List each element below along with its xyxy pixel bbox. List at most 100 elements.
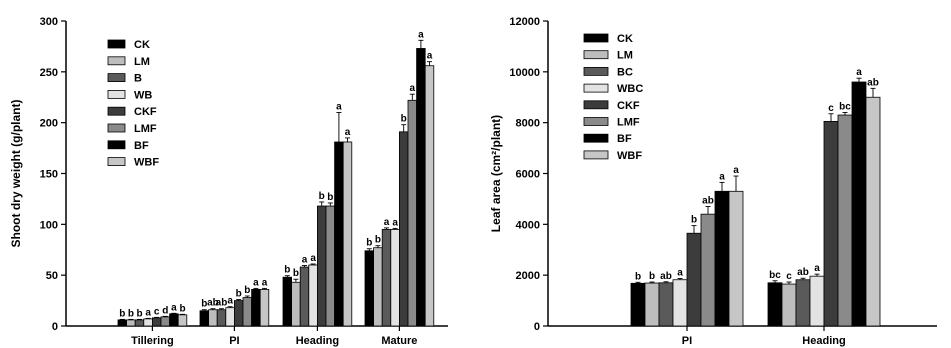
bar	[851, 81, 867, 327]
bar	[714, 190, 730, 327]
bar	[398, 131, 409, 327]
data-label: ab	[702, 196, 714, 207]
y-tick-label: 2000	[516, 270, 540, 282]
chart-left: 0 50 100 150 200 250 300 Shoot dry weight (g/pl…	[9, 16, 448, 347]
data-label: a	[310, 253, 316, 264]
data-label: a	[345, 127, 351, 138]
y-axis-label: Shoot dry weight (g/plant)	[9, 100, 23, 248]
data-label: a	[392, 217, 398, 228]
y-tick-label: 300	[40, 16, 58, 28]
bar	[781, 283, 797, 327]
data-label: b	[319, 191, 325, 202]
bar	[143, 318, 153, 327]
bar	[160, 316, 171, 327]
bar	[809, 275, 825, 327]
bar	[837, 114, 853, 327]
bar	[373, 247, 383, 327]
bar	[334, 141, 344, 327]
bar	[342, 141, 353, 327]
data-label: a	[427, 51, 433, 62]
bar	[233, 300, 244, 327]
bar	[299, 266, 310, 327]
x-tick-label: Heading	[296, 335, 339, 347]
chart-right: 0 2000 4000 6000 8000 10000 12000 Leaf area (cm…	[489, 16, 937, 347]
bar	[767, 282, 783, 327]
legend-label: BC	[617, 66, 633, 78]
legend-label: WB	[134, 89, 152, 101]
bar	[390, 229, 400, 327]
data-label: c	[786, 271, 792, 282]
y-tick-label: 0	[52, 321, 58, 333]
legend-swatch	[107, 39, 126, 49]
legend-label: CK	[617, 33, 633, 45]
bar	[242, 297, 253, 327]
legend-swatch	[583, 50, 609, 60]
x-tick-label: PI	[229, 335, 239, 347]
bar	[823, 120, 839, 327]
legend-swatch	[583, 100, 609, 110]
bar	[308, 264, 318, 327]
legend-swatch	[107, 56, 126, 66]
y-tick-label: 50	[46, 270, 58, 282]
y-tick-label: 10000	[509, 67, 540, 79]
legend-swatch	[583, 150, 609, 160]
y-tick-label: 8000	[516, 118, 540, 130]
y-tick-label: 150	[40, 169, 58, 181]
bar	[795, 279, 811, 327]
legend-label: LMF	[134, 123, 157, 135]
data-label: d	[162, 305, 168, 316]
data-label: ab	[660, 271, 672, 282]
legend-swatch	[107, 157, 126, 167]
x-tick-label: PI	[682, 335, 692, 347]
bar	[364, 250, 375, 327]
bar	[325, 205, 336, 327]
data-label: b	[327, 192, 333, 203]
data-label: b	[201, 299, 207, 310]
legend-swatch	[107, 73, 126, 82]
bar	[216, 309, 227, 327]
legend-label: LM	[134, 56, 150, 68]
bar	[672, 279, 688, 327]
bar	[728, 190, 744, 327]
data-label: b	[119, 308, 125, 319]
legend-swatch	[583, 33, 609, 43]
legend-label: LMF	[617, 117, 640, 129]
legend-swatch	[583, 117, 609, 126]
data-label: b	[236, 289, 242, 300]
data-label: b	[179, 303, 185, 314]
data-label: b	[366, 238, 372, 249]
legend-label: WBC	[617, 83, 643, 95]
x-tick-label: Mature	[381, 335, 417, 347]
legend-label: WBF	[134, 157, 159, 169]
bar	[225, 307, 235, 327]
y-tick-label: 100	[40, 219, 58, 231]
data-label: a	[253, 277, 259, 288]
data-label: a	[418, 29, 424, 40]
data-label: ab	[207, 298, 219, 309]
data-label: c	[154, 306, 160, 317]
legend-label: BF	[134, 140, 149, 152]
data-label: a	[302, 255, 308, 266]
bar	[424, 65, 435, 327]
legend-label: CK	[134, 39, 150, 51]
data-label: ab	[797, 267, 809, 278]
y-axis-label: Leaf area (cm²/plant)	[489, 115, 503, 232]
data-label: a	[856, 67, 862, 78]
legend-label: B	[134, 73, 142, 85]
data-label: a	[814, 263, 820, 274]
legend-label: CKF	[617, 100, 640, 112]
bar	[199, 310, 210, 327]
bar	[700, 213, 716, 327]
bar	[407, 99, 418, 327]
bar	[177, 314, 188, 327]
bar	[169, 313, 179, 327]
y-tick-label: 6000	[516, 169, 540, 181]
bar	[316, 205, 327, 327]
data-label: bc	[839, 102, 851, 113]
data-label: a	[410, 83, 416, 94]
y-tick-label: 12000	[509, 16, 540, 28]
legend-label: BF	[617, 133, 632, 145]
legend-label: LM	[617, 50, 633, 62]
legend-swatch	[583, 83, 609, 93]
legend-swatch	[107, 90, 126, 99]
